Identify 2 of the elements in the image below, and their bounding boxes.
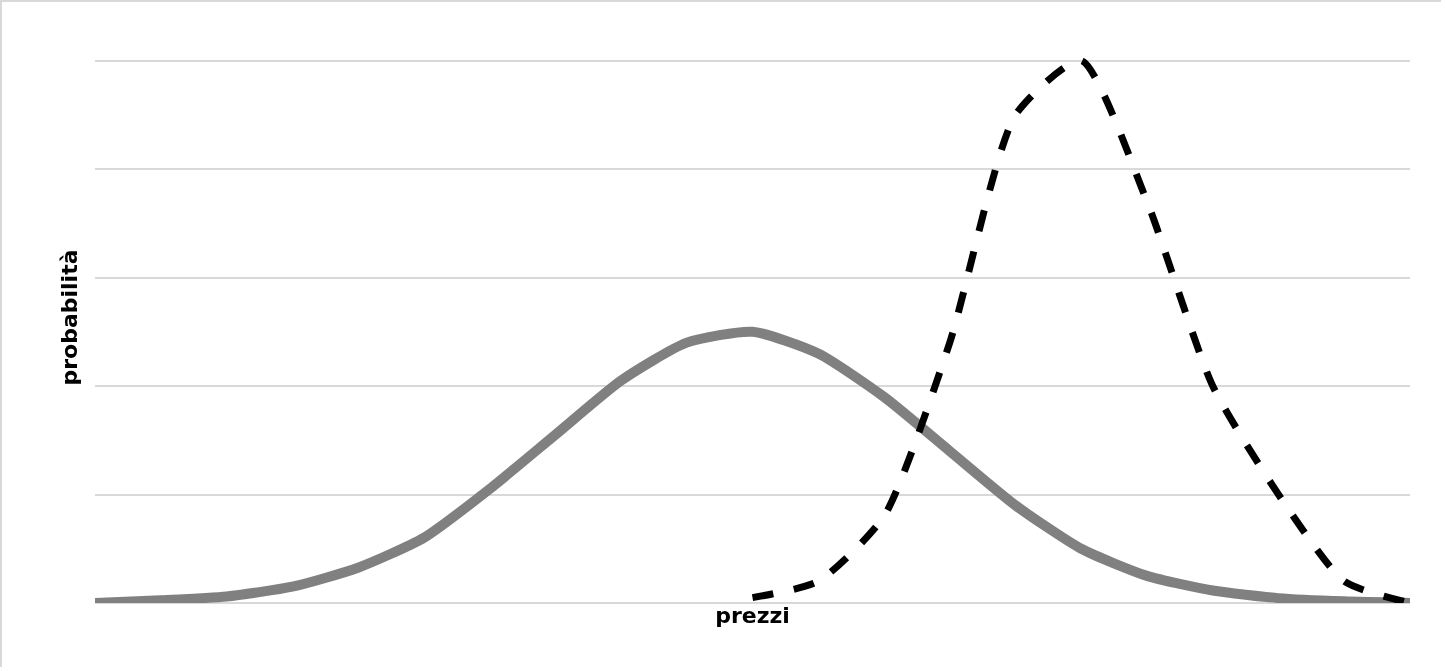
x-axis-title: prezzi: [715, 602, 790, 628]
y-axis-title: probabilità: [56, 249, 82, 386]
